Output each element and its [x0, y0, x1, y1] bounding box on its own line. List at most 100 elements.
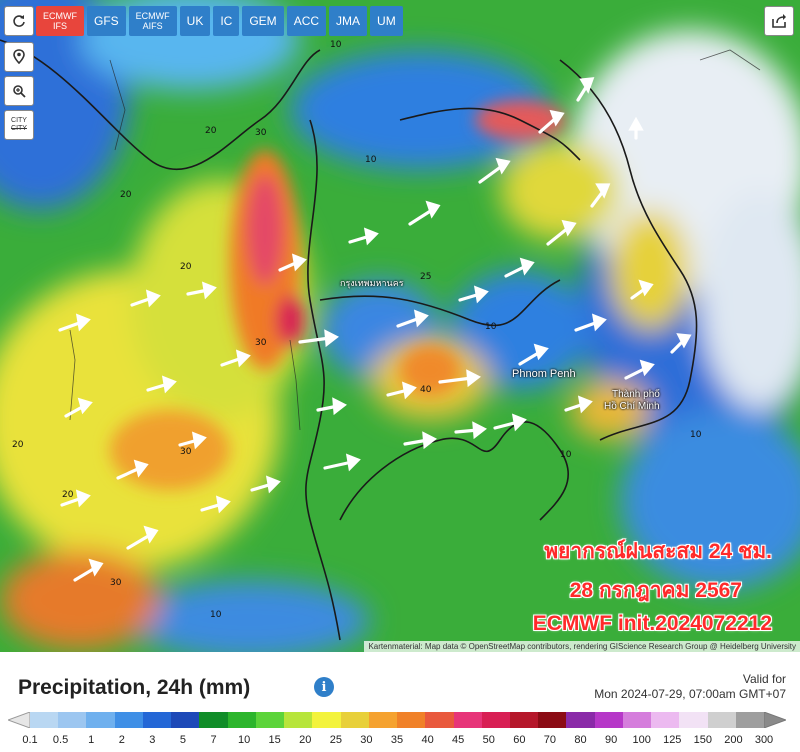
model-tab-label: GEM: [249, 14, 277, 28]
place-phnom-penh: Phnom Penh: [512, 368, 576, 380]
valid-time: Mon 2024-07-29, 07:00am GMT+07: [594, 687, 786, 701]
place-ho-chi-minh-2: Hồ Chí Minh: [604, 401, 660, 412]
model-tab-ecmwf-ifs[interactable]: ECMWF IFS: [36, 6, 84, 36]
contour-label: 20: [180, 262, 192, 272]
valid-label: Valid for: [742, 672, 786, 686]
model-tab-label: IC: [220, 14, 233, 28]
scale-tick-label: 20: [299, 734, 312, 746]
contour-label: 40: [420, 385, 432, 395]
model-tab-uk[interactable]: UK: [179, 6, 211, 36]
model-tab-label: UK: [186, 14, 204, 28]
info-icon[interactable]: i: [314, 677, 334, 697]
zoom-button[interactable]: [4, 76, 34, 106]
valid-time-block: Valid for Mon 2024-07-29, 07:00am GMT+07: [594, 672, 786, 702]
share-arrow-icon: [772, 14, 786, 28]
overlay-title: พยากรณ์ฝนสะสม 24 ชม.: [544, 540, 772, 563]
color-scale-bar: [8, 712, 787, 728]
color-swatch: [58, 712, 87, 728]
model-tab-label: ACC: [293, 14, 320, 28]
color-swatch: [453, 712, 482, 728]
location-pin-icon: [13, 49, 25, 65]
model-tab-um[interactable]: UM: [370, 6, 403, 36]
model-tab-ecmwf-aifs[interactable]: ECMWF AIFS: [128, 6, 177, 36]
model-tab-jma[interactable]: JMA: [329, 6, 368, 36]
contour-label: 25: [420, 272, 432, 282]
color-swatch: [651, 712, 680, 728]
refresh-button[interactable]: [4, 6, 34, 36]
contour-label: 10: [560, 450, 572, 460]
location-button[interactable]: [4, 42, 34, 72]
scale-tick-label: 80: [574, 734, 587, 746]
color-swatch: [509, 712, 539, 728]
color-swatch: [368, 712, 398, 728]
contour-label: 20: [12, 440, 24, 450]
color-scale-labels: 0.1 0.5 1 2 3 5 7 10 15 20 25 30 35 40 45 50 60 70 80 90 100…: [22, 734, 773, 748]
scale-tick-label: 0.5: [52, 734, 69, 746]
model-tab-sublabel: IFS: [52, 21, 67, 31]
color-swatch: [594, 712, 623, 728]
color-swatch: [566, 712, 595, 728]
model-toolbar: ECMWF IFS GFS ECMWF AIFS UK IC GEM ACC JMA…: [36, 6, 403, 36]
scale-tick-label: 100: [632, 734, 651, 746]
color-swatch: [30, 712, 59, 728]
color-swatch: [425, 712, 454, 728]
color-swatch: [340, 712, 369, 728]
scale-tick-label: 125: [663, 734, 682, 746]
model-tab-sublabel: AIFS: [142, 21, 163, 31]
overlay-date: 28 กรกฎาคม 2567: [569, 579, 742, 602]
color-swatch: [171, 712, 200, 728]
contour-label: 30: [255, 338, 267, 348]
model-tab-label: ECMWF: [43, 11, 77, 21]
scale-tick-label: 10: [237, 734, 251, 746]
model-tab-label: ECMWF: [135, 11, 170, 21]
contour-label: 10: [210, 610, 222, 620]
scale-tick-label: 1: [88, 734, 95, 746]
contour-label: 10: [365, 155, 377, 165]
contour-label: 20: [120, 190, 132, 200]
contour-label: 30: [180, 447, 192, 457]
scale-tick-label: 3: [149, 734, 156, 746]
scale-max-arrow: [764, 712, 787, 728]
scale-tick-label: 40: [421, 734, 434, 746]
legend-title: Precipitation, 24h (mm): [18, 676, 251, 699]
scale-tick-label: 5: [179, 734, 186, 746]
city-label: CITY: [11, 117, 27, 124]
scale-tick-label: 25: [329, 734, 342, 746]
color-swatch: [255, 712, 285, 728]
scale-tick-label: 70: [543, 734, 557, 746]
scale-tick-label: 60: [513, 734, 526, 746]
model-tab-ic[interactable]: IC: [213, 6, 240, 36]
refresh-icon: [13, 15, 25, 27]
map-attribution[interactable]: Kartenmaterial: Map data © OpenStreetMap…: [364, 641, 800, 652]
model-tab-label: JMA: [336, 14, 361, 28]
city-toggle-button[interactable]: CITY CITY: [4, 110, 34, 140]
scale-tick-label: 0.1: [22, 734, 38, 746]
place-bangkok: กรุงเทพมหานคร: [340, 278, 404, 288]
scale-tick-label: 7: [210, 734, 217, 746]
city-label-struck: CITY: [11, 125, 27, 132]
scale-tick-label: 2: [118, 734, 125, 746]
color-swatch: [679, 712, 708, 728]
scale-tick-label: 200: [724, 734, 743, 746]
contour-label: 10: [330, 40, 342, 50]
color-swatch: [397, 712, 426, 728]
contour-label: 10: [690, 430, 702, 440]
model-tab-label: GFS: [94, 14, 119, 28]
scale-tick-label: 300: [754, 734, 774, 746]
scale-tick-label: 50: [482, 734, 495, 746]
color-swatch: [86, 712, 115, 728]
model-tab-acc[interactable]: ACC: [286, 6, 327, 36]
search-zoom-icon: [13, 85, 26, 98]
scale-min-arrow: [8, 712, 30, 728]
scale-tick-label: 45: [452, 734, 465, 746]
contour-label: 20: [205, 126, 217, 136]
precipitation-map[interactable]: 20 20 20 30 30 30 30 10 10 25 10 40 10 1…: [0, 0, 800, 652]
color-swatch: [538, 712, 567, 728]
model-tab-gfs[interactable]: GFS: [87, 6, 126, 36]
color-swatch: [199, 712, 228, 728]
model-tab-gem[interactable]: GEM: [242, 6, 284, 36]
contour-label: 20: [62, 490, 74, 500]
share-button[interactable]: [764, 6, 794, 36]
contour-label: 10: [485, 322, 497, 332]
